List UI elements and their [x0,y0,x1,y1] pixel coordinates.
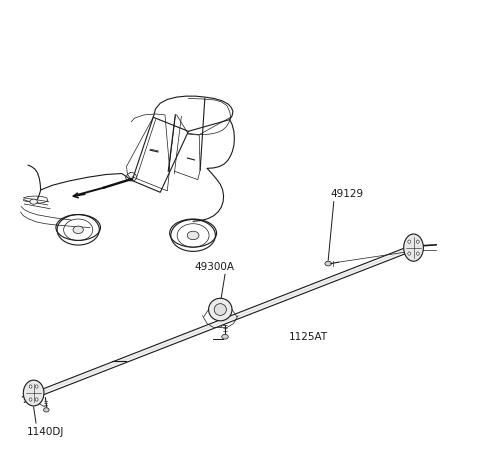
Ellipse shape [29,398,32,401]
Ellipse shape [30,199,37,204]
Text: 1140DJ: 1140DJ [27,427,64,437]
Polygon shape [126,173,137,181]
Ellipse shape [222,334,228,339]
Ellipse shape [417,240,419,243]
Ellipse shape [325,261,332,266]
Ellipse shape [36,385,38,388]
Text: 1125AT: 1125AT [289,332,328,342]
Polygon shape [22,242,421,402]
Ellipse shape [417,252,419,255]
Ellipse shape [73,226,84,234]
Ellipse shape [187,231,199,240]
Ellipse shape [408,252,410,255]
Ellipse shape [408,240,410,243]
Text: 49300A: 49300A [194,262,234,272]
Ellipse shape [24,380,44,406]
Ellipse shape [29,385,32,388]
Ellipse shape [209,298,232,321]
Ellipse shape [404,234,423,261]
Ellipse shape [214,304,227,316]
Text: 49129: 49129 [331,189,364,199]
Ellipse shape [44,408,49,412]
Ellipse shape [36,398,38,401]
